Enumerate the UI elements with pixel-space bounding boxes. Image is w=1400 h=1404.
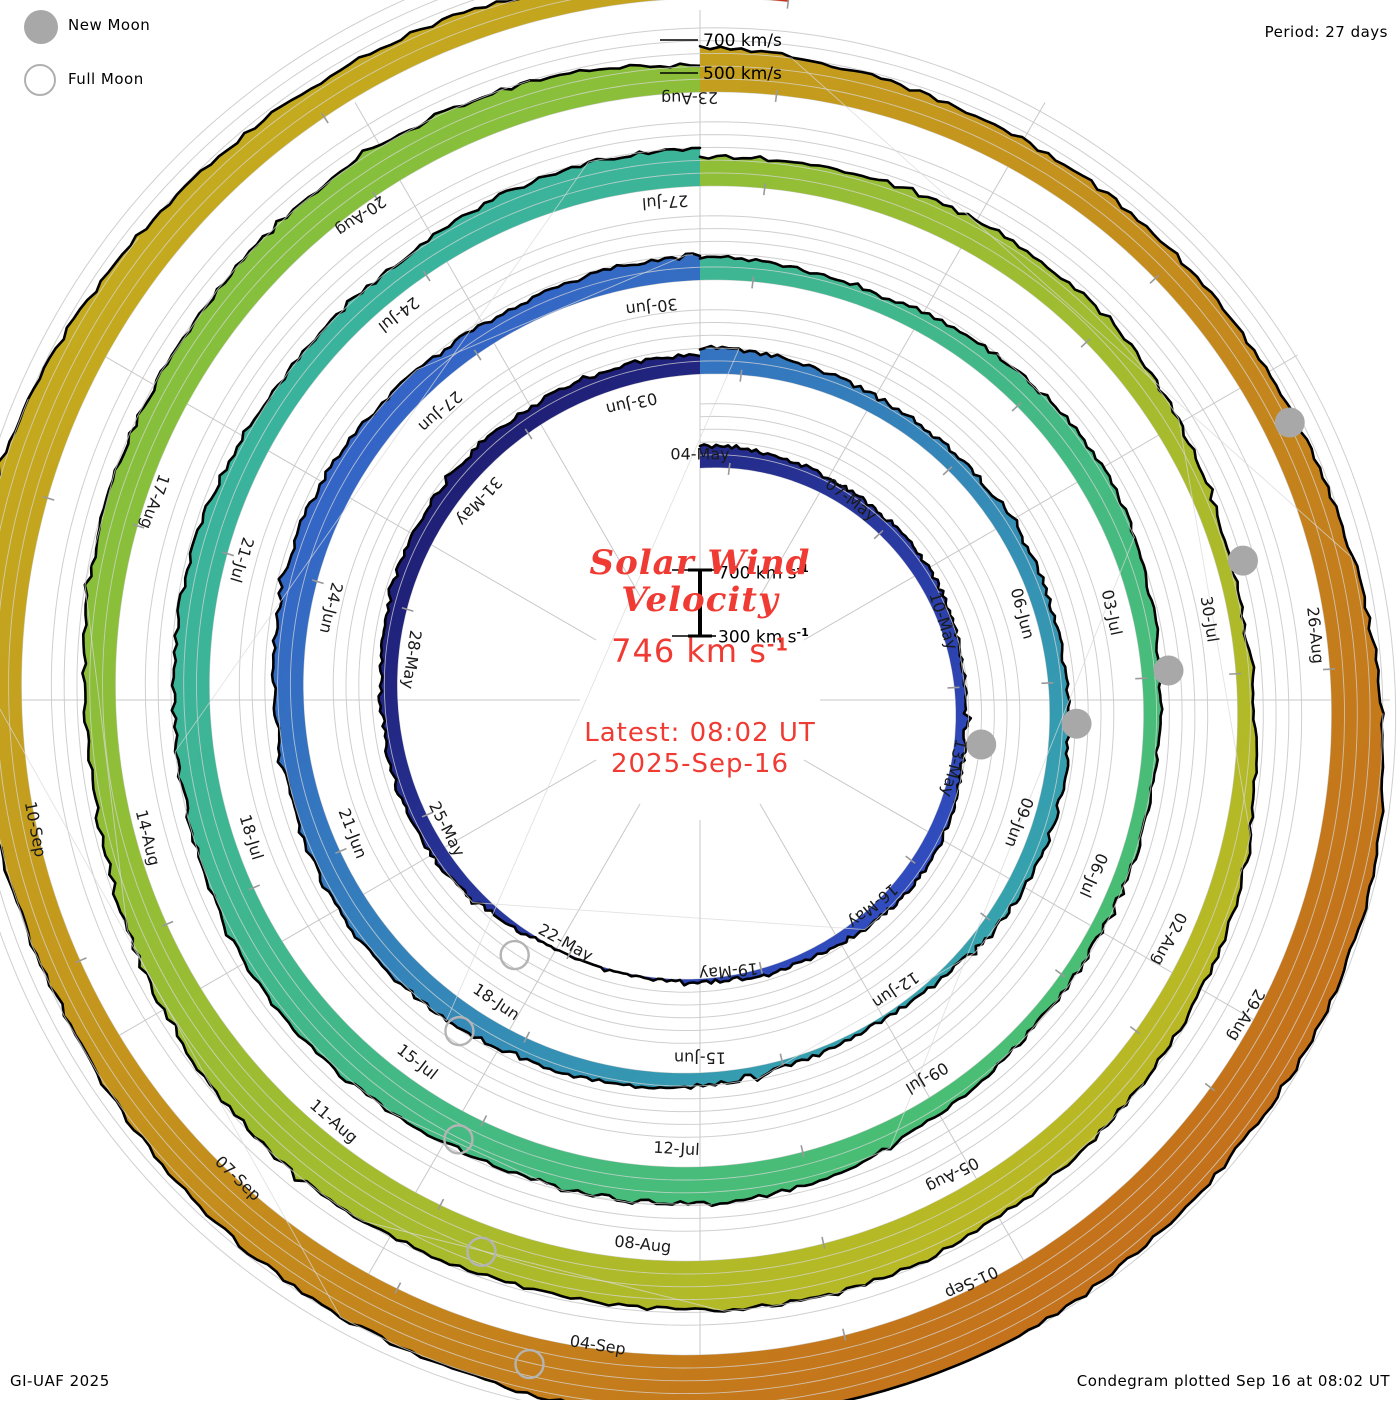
- full-moon-marker-9: [514, 1348, 545, 1380]
- date-label: 12-Jul: [653, 1138, 700, 1159]
- center-scale-lower-exponent: -1: [796, 626, 809, 639]
- date-label: 04-May: [670, 445, 729, 464]
- date-label: 13-May: [937, 737, 971, 799]
- full-moon-marker-5: [443, 1124, 474, 1155]
- moon-markers: [443, 407, 1305, 1380]
- date-label: 03-Jun: [604, 389, 659, 419]
- new-moon-marker-2: [1061, 708, 1092, 739]
- date-label: 23-Aug: [661, 88, 718, 108]
- center-scale-upper-value: 700 km s: [718, 563, 797, 584]
- date-label: 15-Jun: [674, 1049, 726, 1068]
- date-label: 19-May: [698, 959, 759, 984]
- new-moon-icon: [24, 10, 58, 44]
- date-label: 18-Jul: [236, 812, 268, 862]
- new-moon-marker-4: [1153, 655, 1184, 686]
- period-label: Period: 27 days: [1264, 23, 1388, 41]
- date-label: 28-May: [398, 629, 425, 690]
- new-moon-marker-0: [966, 729, 997, 760]
- center-scale-lower-label: 300 km s-1: [718, 626, 809, 648]
- full-moon-marker-7: [466, 1236, 497, 1268]
- credit-label: GI-UAF 2025: [10, 1372, 110, 1390]
- date-label: 03-Jul: [1098, 588, 1126, 637]
- date-label: 30-Jun: [625, 294, 679, 319]
- full-moon-legend-label: Full Moon: [68, 70, 144, 88]
- date-label: 12-Jun: [869, 968, 923, 1013]
- outer-scale-lower-label: 500 km/s: [703, 64, 782, 84]
- center-scale-upper-label: 700 km s-1: [718, 562, 809, 584]
- plotted-timestamp-label: Condegram plotted Sep 16 at 08:02 UT: [1076, 1372, 1390, 1390]
- new-moon-marker-6: [1228, 545, 1259, 576]
- date-label: 07-May: [822, 474, 881, 525]
- date-label: 24-Jun: [316, 581, 347, 636]
- date-label: 30-Jul: [1197, 595, 1223, 644]
- full-moon-marker-3: [444, 1015, 475, 1047]
- date-label: 27-Jul: [641, 191, 689, 213]
- outer-scale-upper-label: 700 km/s: [703, 31, 782, 51]
- new-moon-marker-8: [1274, 407, 1305, 438]
- outer-scale-ticks: [660, 39, 698, 74]
- date-label: 08-Aug: [613, 1232, 672, 1257]
- center-scale-bar: [672, 568, 716, 638]
- new-moon-legend-label: New Moon: [68, 16, 151, 34]
- center-scale-upper-exponent: -1: [796, 562, 809, 575]
- spiral-ticks: [42, 0, 1336, 1341]
- center-scale-lower-value: 300 km s: [718, 627, 797, 648]
- full-moon-icon: [24, 64, 56, 96]
- full-moon-marker-1: [499, 939, 530, 971]
- velocity-band-turn-6: [769, 0, 789, 2]
